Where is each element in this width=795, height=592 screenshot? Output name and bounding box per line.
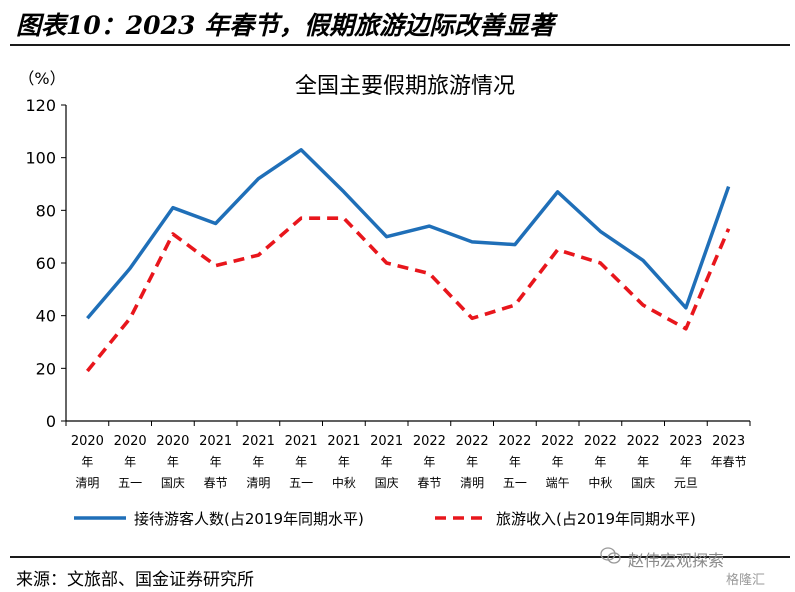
x-tick-label: 2022 bbox=[541, 434, 574, 449]
x-tick-label: 年 bbox=[552, 455, 564, 469]
x-tick-label: 2021 bbox=[285, 434, 318, 449]
y-axis-ticks: 0 20 40 60 80 100 120 bbox=[25, 96, 66, 431]
y-axis-label: （%） bbox=[18, 69, 65, 88]
x-tick-label: 2020 bbox=[71, 434, 104, 449]
x-tick-label: 年 bbox=[637, 455, 649, 469]
x-tick-label: 2022 bbox=[584, 434, 617, 449]
x-tick-label: 国庆 bbox=[631, 476, 655, 490]
y-tick-label: 100 bbox=[25, 149, 56, 168]
x-tick-label: 元旦 bbox=[674, 476, 698, 490]
footer-divider bbox=[10, 556, 790, 558]
watermark-secondary: 格隆汇 bbox=[726, 573, 766, 588]
x-tick-label: 国庆 bbox=[375, 476, 399, 490]
x-tick-label: 2022 bbox=[498, 434, 531, 449]
x-tick-label: 2022 bbox=[413, 434, 446, 449]
x-tick-label: 年 bbox=[509, 455, 521, 469]
x-tick-label: 年 bbox=[381, 455, 393, 469]
series-lines bbox=[86, 148, 731, 373]
x-axis-ticks: 2020年清明2020年五一2020年国庆2021年春节2021年清明2021年… bbox=[65, 421, 751, 490]
x-tick-label: 2022 bbox=[627, 434, 660, 449]
wechat-icon bbox=[600, 547, 621, 564]
x-tick-label: 2023 bbox=[669, 434, 702, 449]
x-tick-label: 五一 bbox=[118, 476, 142, 490]
source-note: 来源：文旅部、国金证券研究所 bbox=[16, 570, 254, 590]
x-tick-label: 清明 bbox=[460, 476, 484, 490]
y-tick-label: 40 bbox=[36, 307, 56, 326]
series-revenue-line bbox=[86, 216, 731, 373]
x-tick-label: 年春节 bbox=[711, 455, 747, 469]
x-tick-label: 2022 bbox=[456, 434, 489, 449]
y-tick-label: 120 bbox=[25, 96, 56, 115]
x-tick-label: 年 bbox=[81, 455, 93, 469]
x-tick-label: 2021 bbox=[327, 434, 360, 449]
x-tick-label: 春节 bbox=[417, 476, 441, 490]
report-header: 图表10：2023 年春节，假期旅游边际改善显著 bbox=[0, 0, 795, 46]
x-tick-label: 春节 bbox=[204, 476, 228, 490]
y-tick-label: 0 bbox=[46, 412, 56, 431]
y-tick-label: 80 bbox=[36, 201, 56, 220]
x-tick-label: 年 bbox=[295, 455, 307, 469]
x-tick-label: 2021 bbox=[199, 434, 232, 449]
x-tick-label: 中秋 bbox=[588, 475, 612, 490]
legend-label: 接待游客人数(占2019年同期水平) bbox=[134, 510, 364, 528]
header-divider bbox=[10, 44, 790, 46]
x-tick-label: 2023 bbox=[712, 434, 745, 449]
x-tick-label: 年 bbox=[466, 455, 478, 469]
x-tick-label: 五一 bbox=[289, 476, 313, 490]
chart-legend: 接待游客人数(占2019年同期水平) 旅游收入(占2019年同期水平) bbox=[74, 510, 696, 528]
y-tick-label: 20 bbox=[36, 359, 56, 378]
watermark-primary: 赵伟宏观探索 bbox=[628, 551, 725, 570]
x-tick-label: 2020 bbox=[156, 434, 189, 449]
x-tick-label: 2021 bbox=[370, 434, 403, 449]
x-tick-label: 国庆 bbox=[161, 476, 185, 490]
x-tick-label: 五一 bbox=[503, 476, 527, 490]
x-tick-label: 年 bbox=[124, 455, 136, 469]
x-tick-label: 年 bbox=[423, 455, 435, 469]
chart-title: 全国主要假期旅游情况 bbox=[295, 74, 515, 99]
figure-title: 图表10：2023 年春节，假期旅游边际改善显著 bbox=[16, 11, 555, 40]
series-visitors-line bbox=[86, 148, 731, 320]
x-tick-label: 端午 bbox=[546, 476, 570, 490]
x-tick-label: 年 bbox=[167, 455, 179, 469]
x-tick-label: 2020 bbox=[114, 434, 147, 449]
x-tick-label: 清明 bbox=[75, 476, 99, 490]
y-tick-label: 60 bbox=[36, 254, 56, 273]
x-tick-label: 中秋 bbox=[332, 475, 356, 490]
x-tick-label: 清明 bbox=[246, 476, 270, 490]
legend-label: 旅游收入(占2019年同期水平) bbox=[496, 510, 696, 528]
x-tick-label: 年 bbox=[594, 455, 606, 469]
x-tick-label: 2021 bbox=[242, 434, 275, 449]
x-tick-label: 年 bbox=[680, 455, 692, 469]
x-tick-label: 年 bbox=[338, 455, 350, 469]
x-tick-label: 年 bbox=[210, 455, 222, 469]
x-tick-label: 年 bbox=[252, 455, 264, 469]
